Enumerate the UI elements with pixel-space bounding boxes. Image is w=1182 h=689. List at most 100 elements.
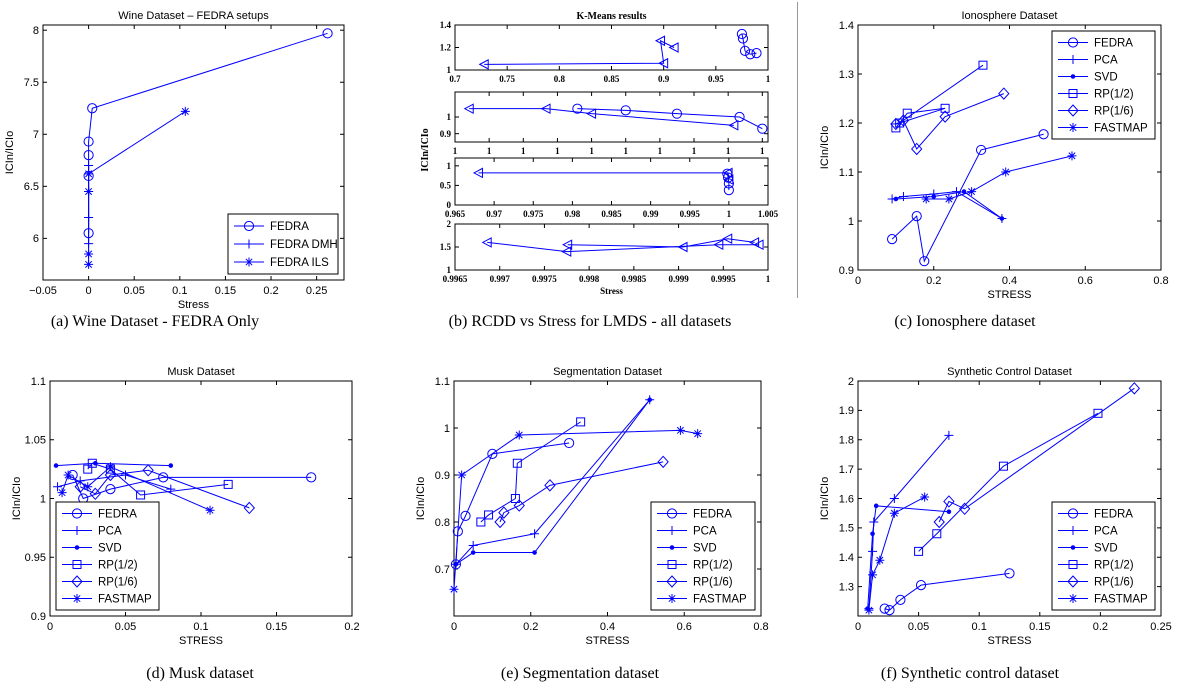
series-fastmap xyxy=(864,492,930,615)
y-tick-label: 1.1 xyxy=(839,167,854,179)
x-tick-label: 0.99 xyxy=(643,209,659,219)
x-tick-label: 1 xyxy=(766,274,771,284)
data-point xyxy=(472,167,483,179)
x-tick-label: 0 xyxy=(451,621,457,633)
x-tick-label: 0.2 xyxy=(523,621,538,633)
series-fedra-ils xyxy=(84,106,190,269)
y-tick-label: 1.2 xyxy=(839,118,854,130)
y-tick-label: 0.9 xyxy=(435,470,450,482)
x-axis-label: Stress xyxy=(600,286,623,296)
data-point xyxy=(1001,167,1011,177)
x-axis-label: Stress xyxy=(178,299,210,311)
data-point xyxy=(657,455,669,469)
y-axis-label: ICIn/ICIo xyxy=(4,131,16,174)
data-point xyxy=(1067,151,1077,161)
figure-divider xyxy=(797,2,798,298)
data-point xyxy=(967,187,977,197)
legend-label: FEDRA DMH xyxy=(270,239,338,251)
x-tick-label: 1 xyxy=(727,209,732,219)
series-line xyxy=(918,412,1099,552)
x-tick-label: 0.1 xyxy=(172,285,187,297)
legend-sample-0-marker xyxy=(71,508,83,519)
x-tick-label: 0.9965 xyxy=(443,274,468,284)
x-tick-label: 0.8 xyxy=(1153,275,1168,287)
data-point xyxy=(463,103,474,114)
data-point xyxy=(931,194,937,199)
x-tick-label: 0.2 xyxy=(263,285,278,297)
axes-synthetic: 0 0.05 0.1 0.15 0.2 0.25 1.3 1.4 1.5 1.6 1.7 1.8 1.9… xyxy=(819,366,1172,647)
y-tick-label: 0.7 xyxy=(435,564,450,576)
series-line xyxy=(891,133,1044,263)
series-line xyxy=(726,173,730,191)
y-tick-label: 7.5 xyxy=(24,77,39,89)
legend-sample-5-marker xyxy=(1068,123,1078,132)
legend-sample-4-marker xyxy=(666,575,678,588)
data-point xyxy=(1038,129,1049,140)
data-point xyxy=(57,488,67,498)
data-point xyxy=(142,464,154,477)
data-point xyxy=(498,506,510,519)
data-point xyxy=(944,430,954,440)
data-point xyxy=(944,194,954,204)
legend-frame xyxy=(55,501,160,611)
x-tick-label: 0.25 xyxy=(306,285,327,297)
y-tick-label: 2 xyxy=(447,219,452,229)
data-point xyxy=(105,484,116,495)
data-point xyxy=(978,60,988,70)
legend-label: FASTMAP xyxy=(1094,594,1148,606)
data-point xyxy=(654,35,666,47)
legend-sample-2-marker xyxy=(244,257,254,267)
data-point xyxy=(889,508,899,518)
y-tick-label: 1.8 xyxy=(839,435,854,447)
data-point xyxy=(136,490,146,500)
chart-title: Musk Dataset xyxy=(167,366,234,378)
data-point xyxy=(540,103,551,114)
series-rp-1-6- xyxy=(933,382,1141,529)
data-point xyxy=(915,580,927,591)
x-tick-label: 0.15 xyxy=(215,285,236,297)
series-line xyxy=(484,39,675,65)
x-tick-label: 0.97 xyxy=(486,209,502,219)
data-point xyxy=(514,430,524,440)
y-tick-label: 6 xyxy=(33,233,39,245)
series-line xyxy=(938,387,1135,523)
series-rp-1-6- xyxy=(890,87,1010,156)
y-tick-label: 0.8 xyxy=(435,517,450,529)
data-point xyxy=(919,256,930,267)
legend-label: FEDRA xyxy=(1094,38,1133,50)
x-tick-label: 0.2 xyxy=(344,621,359,633)
y-tick-label: 1.1 xyxy=(31,376,46,388)
data-point xyxy=(671,108,683,119)
x-tick-label: 1 xyxy=(453,146,458,156)
legend-label: RP(1/6) xyxy=(1094,106,1134,118)
data-point xyxy=(734,111,745,123)
data-point xyxy=(998,461,1008,471)
x-tick-label: 0.997 xyxy=(490,274,511,284)
data-point xyxy=(998,87,1010,100)
legend: FEDRA PCA SVD RP(1/2) RP(1/6) FASTMAP xyxy=(55,501,160,611)
y-tick-label: 1 xyxy=(447,112,452,122)
data-point xyxy=(53,463,59,468)
legend-sample-5-marker xyxy=(1068,594,1078,603)
legend: FEDRA PCA SVD RP(1/2) RP(1/6) FASTMAP xyxy=(1051,501,1156,611)
data-point xyxy=(457,470,467,480)
y-tick-label: 1.4 xyxy=(839,20,854,32)
legend-frame xyxy=(1051,30,1156,140)
legend-sample-4-marker xyxy=(1067,104,1079,117)
legend-sample-0-marker xyxy=(243,220,255,232)
x-tick-label: 0.25 xyxy=(1150,621,1171,633)
chart-title: Segmentation Dataset xyxy=(553,366,662,378)
data-point xyxy=(1093,408,1103,418)
y-tick-label: 1.05 xyxy=(25,435,46,447)
axes-wine: −0.05 0 0.05 0.1 0.15 0.2 0.25 6 6.5 7 7.5 8 Wine Da… xyxy=(4,10,345,311)
x-tick-label: 0.965 xyxy=(445,209,466,219)
y-tick-label: 1.7 xyxy=(839,464,854,476)
x-tick-label: 1 xyxy=(658,146,663,156)
data-point xyxy=(105,462,115,472)
data-point xyxy=(951,187,961,197)
y-tick-label: 1.4 xyxy=(839,552,854,564)
legend-label: FASTMAP xyxy=(1094,123,1148,135)
axes-kmeans-panel-3: 0.9965 0.997 0.9975 0.998 0.9985 0.999 0.9995 1… xyxy=(440,219,771,284)
series-fastmap xyxy=(449,425,703,594)
